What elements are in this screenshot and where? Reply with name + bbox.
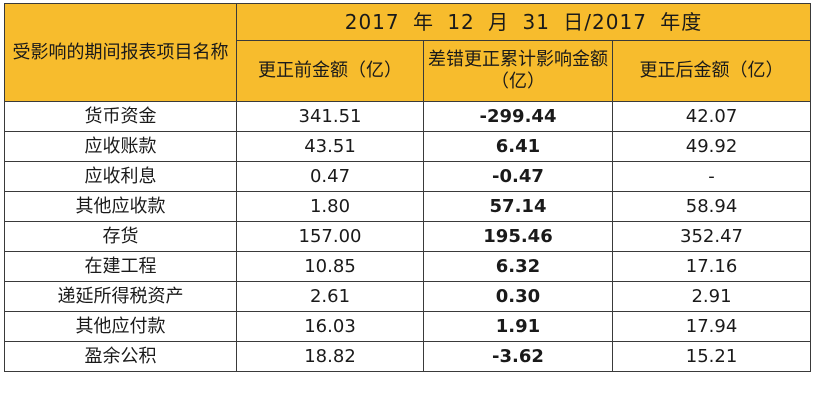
row-value-after: 58.94: [611, 191, 812, 222]
row-value-before: 2.61: [236, 281, 424, 312]
row-item-name: 存货: [4, 221, 237, 252]
row-item-name: 应收利息: [4, 161, 237, 192]
row-value-after: -: [611, 161, 812, 192]
row-value-after: 2.91: [611, 281, 812, 312]
row-value-before: 10.85: [236, 251, 424, 282]
column-header-after: 更正后金额（亿）: [611, 40, 812, 102]
period-header: 2017 年 12 月 31 日/2017 年度: [235, 3, 812, 41]
table-row: 其他应付款 16.03 1.91 17.94: [4, 311, 812, 342]
correction-impact-table: 受影响的期间报表项目名称 2017 年 12 月 31 日/2017 年度 更正…: [4, 3, 812, 372]
row-value-impact: -299.44: [423, 101, 613, 132]
table-row: 应收账款 43.51 6.41 49.92: [4, 131, 812, 162]
row-value-after: 49.92: [611, 131, 812, 162]
column-header-impact: 差错更正累计影响金额（亿）: [423, 40, 613, 102]
table-row: 应收利息 0.47 -0.47-: [4, 161, 812, 192]
row-value-before: 16.03: [236, 311, 424, 342]
row-value-impact: 1.91: [423, 311, 613, 342]
table-row: 货币资金 341.51 -299.44 42.07: [4, 101, 812, 132]
row-value-impact: 6.32: [423, 251, 613, 282]
row-value-impact: -0.47: [423, 161, 613, 192]
row-value-impact: -3.62: [423, 341, 613, 372]
row-item-name: 在建工程: [4, 251, 237, 282]
column-header-before: 更正前金额（亿）: [236, 40, 424, 102]
row-value-before: 341.51: [236, 101, 424, 132]
row-value-after: 352.47: [611, 221, 812, 252]
row-value-after: 17.16: [611, 251, 812, 282]
row-item-name: 应收账款: [4, 131, 237, 162]
row-item-name: 其他应付款: [4, 311, 237, 342]
row-value-impact: 195.46: [423, 221, 613, 252]
table-row: 递延所得税资产 2.61 0.30 2.91: [4, 281, 812, 312]
row-item-name: 其他应收款: [4, 191, 237, 222]
table-row: 其他应收款 1.80 57.14 58.94: [4, 191, 812, 222]
row-label-header: 受影响的期间报表项目名称: [4, 3, 237, 102]
table-row: 盈余公积 18.82 -3.62 15.21: [4, 341, 812, 372]
table-body: 货币资金 341.51 -299.44 42.07 应收账款 43.51 6.41 49.92…: [4, 101, 812, 372]
row-item-name: 货币资金: [4, 101, 237, 132]
table-row: 存货 157.00 195.46 352.47: [4, 221, 812, 252]
row-value-before: 157.00: [236, 221, 424, 252]
row-value-after: 17.94: [611, 311, 812, 342]
table-row: 在建工程 10.85 6.32 17.16: [4, 251, 812, 282]
row-item-name: 递延所得税资产: [4, 281, 237, 312]
row-value-before: 0.47: [236, 161, 424, 192]
row-value-after: 42.07: [611, 101, 812, 132]
row-value-before: 1.80: [236, 191, 424, 222]
row-value-before: 18.82: [236, 341, 424, 372]
row-value-after: 15.21: [611, 341, 812, 372]
row-value-before: 43.51: [236, 131, 424, 162]
row-value-impact: 57.14: [423, 191, 613, 222]
row-item-name: 盈余公积: [4, 341, 237, 372]
row-value-impact: 0.30: [423, 281, 613, 312]
row-value-impact: 6.41: [423, 131, 613, 162]
